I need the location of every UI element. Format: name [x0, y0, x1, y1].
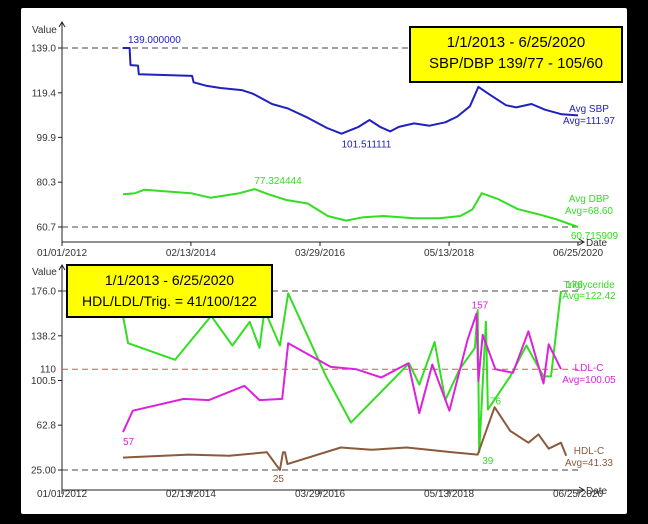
data-value-label: 25 [273, 474, 285, 485]
x-axis-label: Date [586, 486, 608, 497]
y-axis-arrow [58, 264, 66, 271]
legend-series-average: Avg=122.42 [562, 291, 616, 302]
legend-series-average: Avg=100.05 [562, 375, 616, 386]
y-tick-label: 99.9 [37, 133, 57, 144]
y-tick-label: 119.4 [32, 88, 57, 99]
summary-banner [66, 264, 273, 318]
series-line-avg-sbp [123, 47, 579, 135]
series-line-avg-dbp [122, 188, 579, 228]
data-value-label: 77.324444 [254, 176, 302, 187]
data-value-label: 39 [482, 456, 494, 467]
legend-series-average: Avg=41.33 [565, 458, 613, 469]
x-tick-label: 03/29/2016 [295, 248, 345, 259]
x-tick-label: 03/29/2016 [295, 489, 345, 500]
legend-series-name: Avg DBP [569, 194, 610, 205]
y-tick-label: 60.7 [37, 223, 57, 234]
summary-banner-line: SBP/DBP 139/77 - 105/60 [429, 55, 603, 72]
chart-panel-1 [58, 264, 585, 494]
y-axis-label: Value [32, 267, 57, 278]
x-tick-label: 01/01/2012 [37, 489, 87, 500]
x-tick-label: 06/25/2020 [553, 489, 603, 500]
legend-series-average: Avg=68.60 [565, 206, 613, 217]
x-tick-label: 05/13/2018 [424, 248, 474, 259]
series-line-hdl-c [122, 406, 568, 471]
y-tick-label: 176.0 [31, 287, 56, 298]
y-tick-label: 25.00 [31, 466, 56, 477]
x-tick-label: 06/25/2020 [553, 248, 603, 259]
x-tick-label: 02/13/2014 [166, 489, 216, 500]
legend-series-average: Avg=111.97 [563, 116, 615, 127]
data-value-label: 101.511111 [341, 140, 391, 151]
data-value-label: 139.000000 [128, 35, 181, 46]
summary-banner-line: HDL/LDL/Trig. = 41/100/122 [82, 293, 257, 309]
ldl-reference-tick-label: 110 [40, 365, 56, 376]
x-axis-arrow [578, 486, 585, 494]
x-axis-label: Date [586, 238, 608, 249]
y-tick-label: 100.5 [31, 376, 56, 387]
y-tick-label: 62.8 [37, 421, 57, 432]
summary-banner [409, 26, 623, 83]
y-axis-label: Value [32, 25, 57, 36]
legend-series-name: HDL-C [574, 446, 605, 457]
chart-panel-0 [58, 21, 623, 246]
series-line-triglyceride [122, 290, 562, 454]
y-tick-label: 139.0 [31, 44, 56, 55]
report-frame [21, 8, 627, 514]
summary-banner-line: 1/1/2013 - 6/25/2020 [105, 272, 234, 288]
series-line-ldl-c [122, 312, 562, 433]
data-value-label: 57 [123, 437, 135, 448]
y-tick-label: 80.3 [37, 178, 57, 189]
legend-series-name: Triglyceride [563, 280, 615, 291]
summary-banner-line: 1/1/2013 - 6/25/2020 [447, 34, 585, 51]
legend-series-name: Avg SBP [569, 104, 609, 115]
data-value-label: 60.715909 [571, 231, 619, 242]
data-value-label: 157 [472, 301, 489, 312]
x-axis-arrow [578, 238, 585, 246]
x-tick-label: 01/01/2012 [37, 248, 87, 259]
data-value-label: 176 [566, 280, 583, 291]
legend-series-name: LDL-C [575, 363, 604, 374]
x-tick-label: 02/13/2014 [166, 248, 216, 259]
y-axis-arrow [58, 21, 66, 28]
data-value-label: 76 [490, 397, 502, 408]
x-tick-label: 05/13/2018 [424, 489, 474, 500]
y-tick-label: 138.2 [31, 331, 56, 342]
